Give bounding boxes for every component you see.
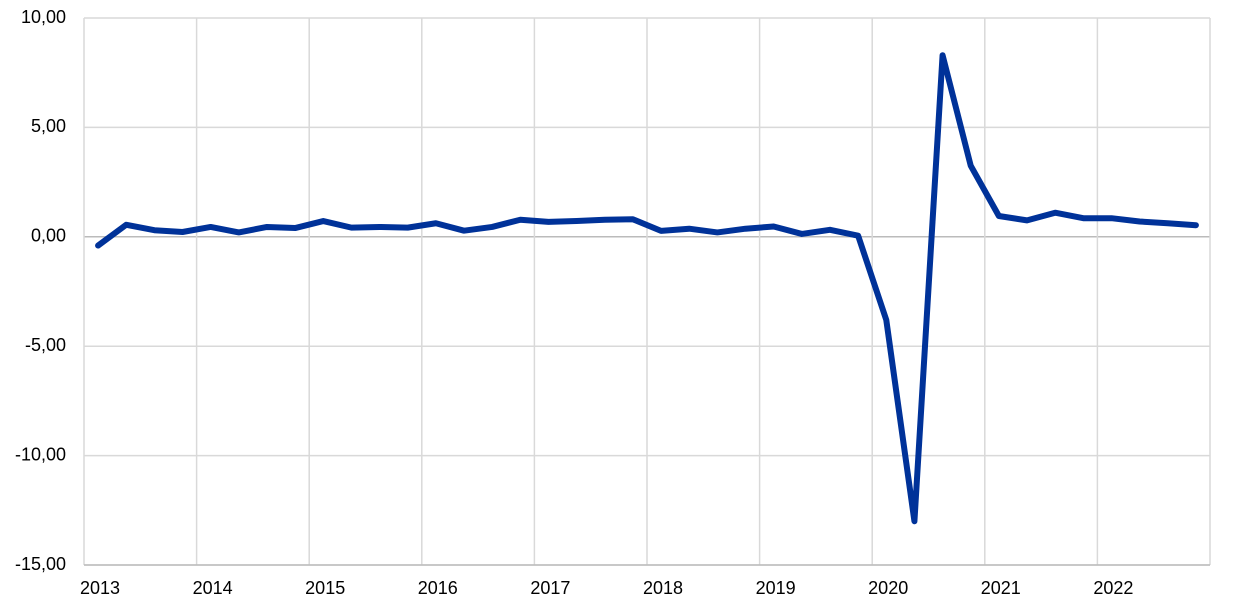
x-tick-label: 2016 bbox=[418, 578, 458, 598]
x-tick-label: 2017 bbox=[530, 578, 570, 598]
x-tick-label: 2013 bbox=[80, 578, 120, 598]
x-tick-label: 2020 bbox=[868, 578, 908, 598]
y-tick-label: -5,00 bbox=[25, 335, 66, 355]
x-tick-label: 2019 bbox=[756, 578, 796, 598]
x-tick-label: 2015 bbox=[305, 578, 345, 598]
x-tick-label: 2022 bbox=[1093, 578, 1133, 598]
y-tick-label: 0,00 bbox=[31, 226, 66, 246]
data-line bbox=[95, 52, 1199, 525]
x-tick-label: 2014 bbox=[193, 578, 233, 598]
y-tick-label: -15,00 bbox=[15, 554, 66, 574]
y-tick-label: 5,00 bbox=[31, 116, 66, 136]
x-tick-label: 2018 bbox=[643, 578, 683, 598]
y-tick-label: -10,00 bbox=[15, 444, 66, 464]
x-tick-label: 2021 bbox=[981, 578, 1021, 598]
y-tick-label: 10,00 bbox=[21, 7, 66, 27]
